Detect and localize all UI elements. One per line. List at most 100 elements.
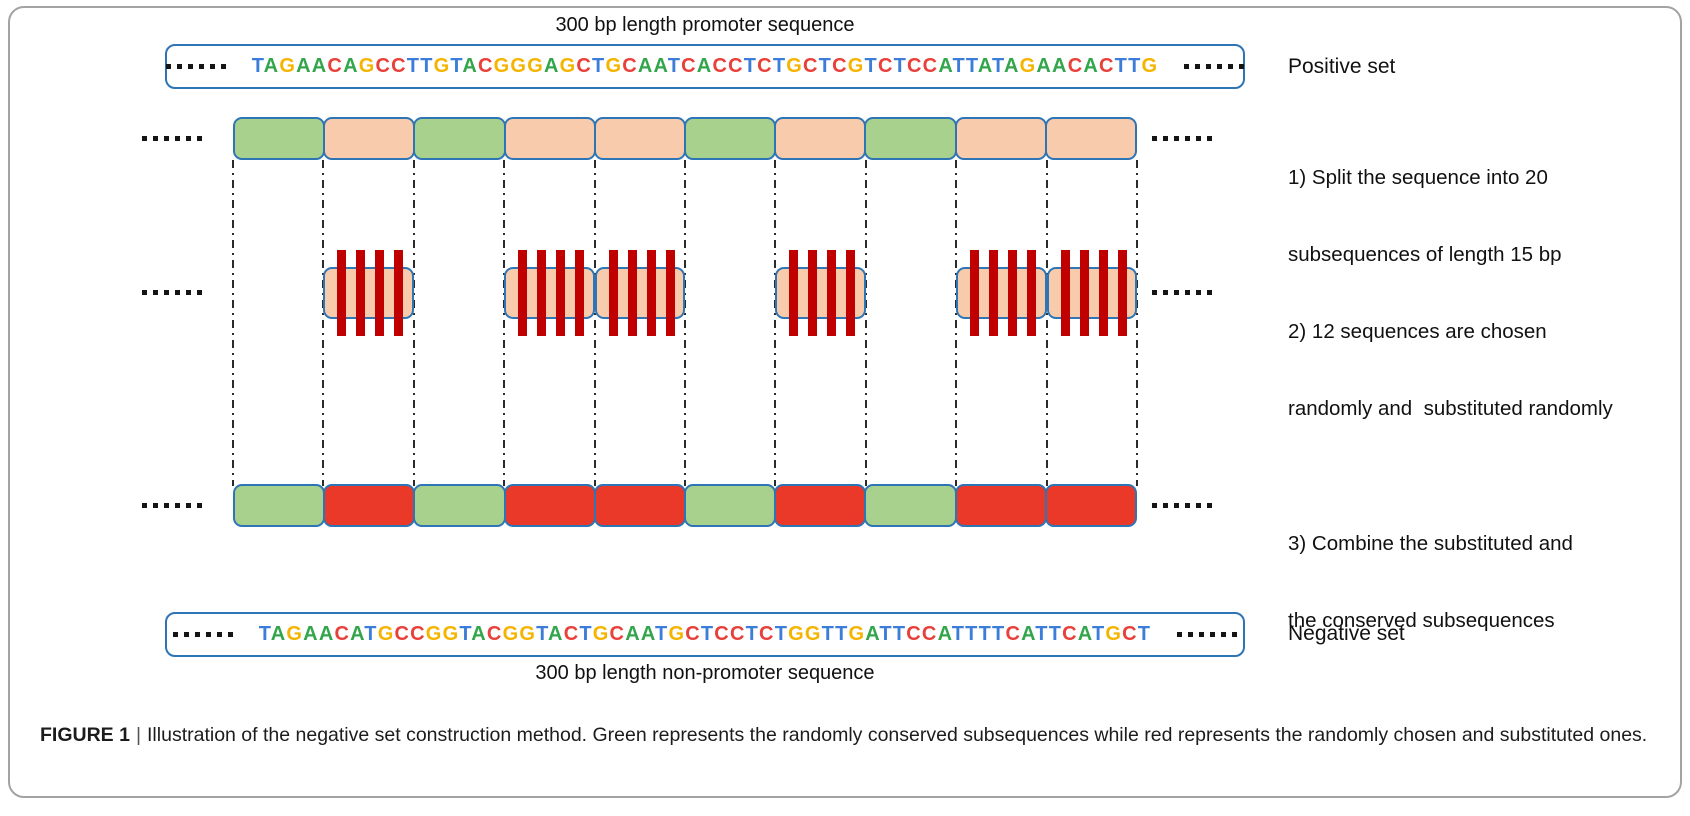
subsequence-box-red [503, 484, 596, 527]
substitution-stripe [518, 250, 528, 336]
base-letter: A [1036, 55, 1053, 77]
base-letter: G [848, 623, 866, 645]
step-2-label: 2) 12 sequences are chosen randomly and … [1288, 268, 1613, 472]
ellipsis-dots [1152, 136, 1212, 141]
base-letter: G [1141, 55, 1159, 77]
base-letter: A [625, 623, 641, 645]
dot [1163, 503, 1168, 508]
dot [1152, 136, 1157, 141]
base-letter: G [493, 55, 511, 77]
base-letter: C [1062, 623, 1078, 645]
substitution-stripe [537, 250, 547, 336]
dot [209, 64, 215, 69]
dot [198, 64, 204, 69]
substitution-stripe [789, 250, 799, 336]
base-letter: C [757, 55, 773, 77]
ellipsis-dots [1152, 503, 1212, 508]
base-letter: A [296, 55, 312, 77]
substitution-stripe [608, 250, 618, 336]
dot [175, 503, 180, 508]
dot [164, 136, 169, 141]
base-letter: G [358, 55, 376, 77]
subsequence-box-peach [954, 117, 1047, 160]
subsequence-box-peach [1044, 117, 1138, 160]
base-letter: T [1128, 55, 1142, 77]
substituted-box [1046, 250, 1137, 336]
substitution-stripe [627, 250, 637, 336]
substitution-stripe [1079, 250, 1089, 336]
base-letter: A [938, 55, 953, 77]
ellipsis-dots [165, 64, 226, 69]
substitution-stripe [337, 250, 347, 336]
dot [142, 503, 147, 508]
dot [186, 290, 191, 295]
dot [142, 290, 147, 295]
base-letter: A [350, 623, 365, 645]
substitution-stripe [1098, 250, 1108, 336]
base-letter: A [1003, 55, 1020, 77]
figure-caption-tag: FIGURE 1 [40, 724, 130, 746]
step-1-line-1: 1) Split the sequence into 20 [1288, 166, 1548, 189]
base-letter: A [637, 55, 654, 77]
substitution-stripe [1008, 250, 1018, 336]
base-letter: C [394, 623, 411, 645]
subsequence-box-green [233, 117, 326, 160]
base-letter: C [729, 623, 746, 645]
subsequence-box-green [413, 117, 506, 160]
base-letter: A [1052, 55, 1068, 77]
base-letter: T [364, 623, 378, 645]
base-letter: T [536, 623, 549, 645]
dot [1221, 632, 1227, 637]
base-letter: A [543, 55, 560, 77]
base-letter: G [559, 55, 577, 77]
figure-caption-separator: | [135, 724, 142, 746]
base-letter: T [992, 55, 1004, 77]
subsequence-box-peach [774, 117, 867, 160]
subsequence-box-green [413, 484, 506, 527]
combined-subsequence-row [233, 484, 1138, 527]
dot [1195, 64, 1201, 69]
base-letter: T [965, 55, 978, 77]
base-letter: C [712, 55, 729, 77]
base-letter: G [425, 623, 443, 645]
ellipsis-dots [142, 136, 202, 141]
base-letter: G [1019, 55, 1037, 77]
split-guide-line [232, 160, 234, 486]
substitution-stripe [665, 250, 675, 336]
base-letter: T [1137, 623, 1152, 645]
subsequence-box-red [954, 484, 1047, 527]
base-letter: T [420, 55, 434, 77]
subsequence-box-peach [593, 117, 687, 160]
base-letter: G [668, 623, 686, 645]
split-guide-line [1136, 160, 1138, 486]
base-letter: G [592, 623, 610, 645]
base-letter: T [450, 55, 463, 77]
base-letter: T [700, 623, 715, 645]
dot [175, 290, 180, 295]
base-letter: T [835, 623, 849, 645]
base-letter: T [1091, 623, 1106, 645]
base-letter: G [786, 55, 804, 77]
dot [194, 632, 200, 637]
base-letter: C [922, 55, 939, 77]
positive-set-box: TAGAACAGCCTTGTACGGGAGCTGCAATCACCTCTGCTCG… [165, 44, 1245, 89]
step-2-line-2: randomly and substituted randomly [1288, 396, 1613, 420]
substitution-stripe [808, 250, 818, 336]
dot [175, 136, 180, 141]
dot [1207, 503, 1212, 508]
split-guide-line [774, 160, 777, 486]
base-letter: C [478, 55, 494, 77]
dot [1206, 64, 1212, 69]
figure-caption-text: Illustration of the negative set constru… [147, 724, 1648, 746]
step-1-label: 1) Split the sequence into 20 subsequenc… [1288, 114, 1562, 318]
dot [186, 136, 191, 141]
substitution-stripe [1027, 250, 1037, 336]
base-letter: A [653, 55, 668, 77]
base-letter: T [1048, 623, 1063, 645]
step-2-line-1: 2) 12 sequences are chosen [1288, 320, 1547, 343]
base-letter: A [471, 623, 487, 645]
base-letter: C [609, 623, 626, 645]
base-letter: G [847, 55, 865, 77]
dot [216, 632, 222, 637]
dot [172, 632, 178, 637]
